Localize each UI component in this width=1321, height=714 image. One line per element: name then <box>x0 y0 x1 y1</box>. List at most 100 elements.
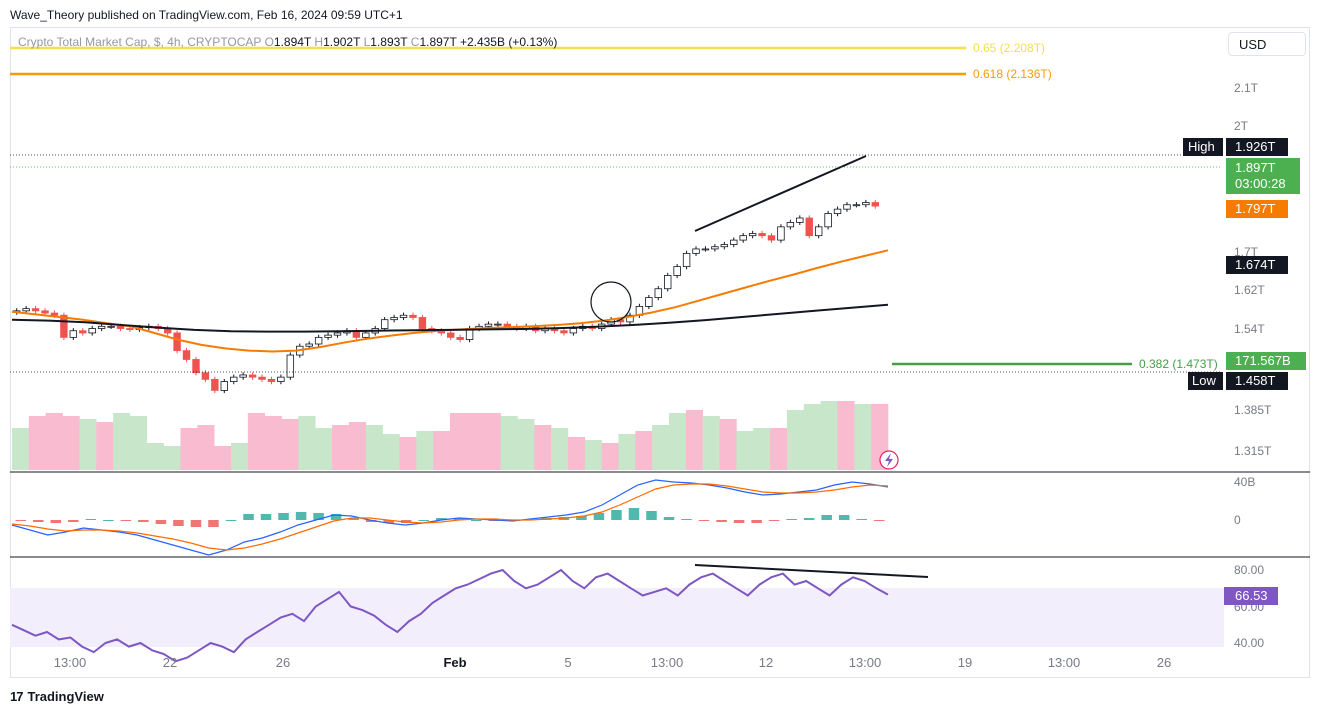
currency-button[interactable]: USD <box>1228 32 1306 56</box>
low-label-box <box>1188 372 1223 390</box>
candle-body <box>456 336 464 340</box>
volume-bar <box>803 404 821 470</box>
candle-body <box>645 297 653 307</box>
chart-frame[interactable] <box>10 27 1310 678</box>
macd-histogram-bar <box>68 520 79 522</box>
rsi-trendline[interactable] <box>694 564 929 578</box>
y-tick-label: 1.62T <box>1234 283 1265 297</box>
volume-bar <box>601 443 619 470</box>
rsi-line <box>11 568 889 663</box>
volume-bar <box>28 416 46 470</box>
candle-body <box>126 328 134 330</box>
volume-bar <box>113 413 131 470</box>
volume-bar <box>669 413 687 470</box>
volume-bar <box>753 428 771 470</box>
rsi-value: 66.53 <box>1235 588 1268 603</box>
candle-body <box>390 317 398 321</box>
macd-histogram-bar <box>768 520 780 521</box>
volume-bar <box>551 428 569 470</box>
macd-histogram-bar <box>173 520 184 526</box>
candle-body <box>786 222 795 228</box>
volume-bar <box>298 416 316 470</box>
macd-histogram-bar <box>471 520 482 521</box>
candle-body <box>664 275 672 290</box>
candle-body <box>22 308 30 312</box>
volume-bar <box>433 431 451 470</box>
candle-body <box>494 323 502 326</box>
candle-body <box>503 323 512 327</box>
candle-body <box>88 328 96 334</box>
volume-bar <box>79 419 97 470</box>
legend-open: 1.894T <box>273 35 312 49</box>
macd-histogram-bar <box>821 515 832 520</box>
fib-levels: 0.65 (2.208T) 0.618 (2.136T) 0.382 (1.473T… <box>10 41 1218 371</box>
price-trendline[interactable] <box>694 155 867 232</box>
axes: 2.1T 2T 1.7T 1.62T 1.54T 1.385T 1.315T 40B 0 80.0… <box>54 81 1272 670</box>
macd-histogram-bar <box>856 519 867 520</box>
rsi-band <box>10 588 1224 647</box>
candle-body <box>682 252 691 268</box>
annotation-circle[interactable] <box>590 281 632 323</box>
macd-histogram-bar <box>348 518 359 520</box>
legend-open-label: O <box>264 35 274 49</box>
macd-histogram-bar <box>330 514 342 520</box>
candle-body <box>777 226 785 241</box>
x-tick-label: 22 <box>163 655 177 670</box>
high-label-box <box>1183 138 1223 156</box>
macd-histogram-bar <box>646 511 657 520</box>
macd-histogram-bar <box>85 519 97 520</box>
candle-body <box>230 376 238 382</box>
volume-bar <box>854 404 872 470</box>
ema200-value-box <box>1226 256 1288 274</box>
lightning-icon[interactable] <box>879 450 899 470</box>
candle-body <box>97 325 106 329</box>
footer-brand-label: TradingView <box>27 689 104 704</box>
x-tick-label: Feb <box>443 655 466 670</box>
macd-histogram-bar <box>138 520 149 522</box>
macd-histogram-bar <box>786 519 797 520</box>
candle-body <box>560 330 568 334</box>
candle-body <box>767 235 776 241</box>
macd-histogram-bar <box>733 520 745 523</box>
volume-bar <box>786 410 805 470</box>
high-value: 1.926T <box>1235 139 1276 154</box>
volume-bar <box>264 416 282 470</box>
macd-histogram-bar <box>383 520 394 523</box>
ema50-value-box <box>1226 200 1288 218</box>
volume-bar <box>62 416 80 470</box>
candle-body <box>267 378 276 382</box>
low-value: 1.458T <box>1235 373 1276 388</box>
legend-symbol: Crypto Total Market Cap, $, 4h, CRYPTOCA… <box>18 35 262 49</box>
volume-bar <box>584 440 602 470</box>
macd-histogram-bar <box>716 520 727 522</box>
volume-bar <box>163 446 181 470</box>
x-tick-label: 19 <box>958 655 972 670</box>
ema-lines <box>11 249 889 353</box>
volume-bar <box>129 416 148 470</box>
candle-body <box>248 374 257 378</box>
legend-close-label: C <box>410 35 420 49</box>
candle-body <box>220 381 228 391</box>
volume-bars <box>12 401 889 470</box>
candle-body <box>484 323 493 327</box>
volume-bar <box>399 437 417 470</box>
candle-body <box>50 312 59 316</box>
candle-body <box>447 332 455 338</box>
macd-histogram-bar <box>103 520 114 521</box>
candle-body <box>324 334 332 338</box>
candle-body <box>116 325 125 329</box>
macd-y-tick-label: 0 <box>1234 513 1241 527</box>
volume-bar <box>500 416 518 470</box>
candle-body <box>871 202 879 207</box>
candle-body <box>41 310 49 314</box>
chart-legend: Crypto Total Market Cap, $, 4h, CRYPTOCA… <box>18 35 557 49</box>
volume-bar <box>820 401 838 470</box>
legend-change: +2.435B (+0.13%) <box>459 35 558 49</box>
macd-histogram-bar <box>278 513 289 520</box>
macd-histogram-bar <box>453 518 465 520</box>
footer-brand[interactable]: 17 TradingView <box>10 689 104 704</box>
volume-value: 171.567B <box>1235 353 1291 368</box>
candle-body <box>814 226 823 237</box>
